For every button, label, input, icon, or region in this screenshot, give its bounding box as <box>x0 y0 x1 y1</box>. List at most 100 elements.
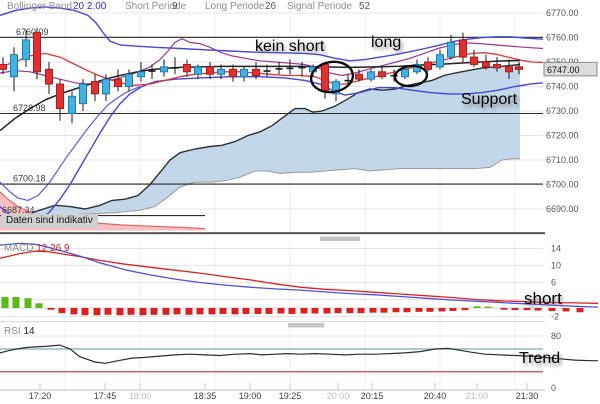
macd-bar-positive <box>12 296 20 308</box>
up-candle <box>436 54 444 68</box>
up-candle <box>367 71 375 80</box>
down-candle <box>470 56 478 65</box>
macd-bar-negative <box>58 308 66 314</box>
macd-params: 12 26 9 <box>36 243 70 254</box>
current-price-box <box>543 61 598 77</box>
macd-bar-negative <box>150 308 158 315</box>
annotation-kein-short: kein short <box>255 38 325 55</box>
time-label: 21:00 <box>466 391 489 401</box>
down-candle <box>515 66 523 70</box>
annotation-long: long <box>371 34 402 51</box>
indicator-settings-bar: Bollinger Band 20 2.00 Short Periode 9 L… <box>0 0 600 14</box>
macd-tick-label: 14 <box>551 244 561 254</box>
up-candle <box>240 68 248 78</box>
down-candle <box>45 68 53 85</box>
macd-bar-negative <box>534 308 542 311</box>
time-label: 20:15 <box>361 391 384 401</box>
bollinger-band-label: Bollinger Band <box>7 1 73 12</box>
macd-bar-negative <box>185 308 193 315</box>
down-candle <box>229 68 237 78</box>
annotation-short: short <box>524 289 562 308</box>
down-candle <box>459 39 467 58</box>
macd-bar-negative <box>93 308 101 316</box>
sr-line-label: 6760.09 <box>16 27 49 37</box>
macd-bar-negative <box>346 308 354 314</box>
macd-bar-negative <box>162 308 170 315</box>
up-candle <box>194 66 202 75</box>
macd-bar-negative <box>523 308 531 311</box>
macd-bar-negative <box>104 308 112 315</box>
macd-bar-negative <box>231 308 239 315</box>
macd-bar-negative <box>562 308 570 312</box>
macd-bar-negative <box>288 308 296 314</box>
price-tick-label: 6700.00 <box>546 180 579 190</box>
short-periode-value: 9 <box>172 1 178 12</box>
macd-tick-label: 6 <box>551 278 556 288</box>
sr-line-label: 6687.34 <box>2 205 35 215</box>
down-candle <box>33 32 41 73</box>
macd-bar-negative <box>500 308 508 310</box>
support-cloud <box>32 64 520 217</box>
down-candle <box>424 61 432 70</box>
macd-bar-negative <box>548 308 556 311</box>
macd-signal-line <box>0 242 599 308</box>
support-cloud-bottom-edge <box>31 158 520 217</box>
up-candle <box>217 68 225 75</box>
up-candle <box>79 83 87 105</box>
macd-bar-positive <box>35 303 43 308</box>
price-tick-label: 6730.00 <box>546 106 579 116</box>
macd-bar-negative <box>438 308 446 312</box>
macd-bar-negative <box>254 308 262 314</box>
long-periode-value: 26 <box>265 1 277 12</box>
macd-bar-negative <box>334 308 342 314</box>
macd-name: MACD <box>4 243 34 254</box>
down-candle <box>114 78 122 88</box>
up-candle <box>102 78 110 95</box>
hand-drawn-circle <box>309 60 355 94</box>
support-cloud-top-edge <box>31 63 521 214</box>
down-candle <box>378 71 386 78</box>
macd-bar-negative <box>392 308 400 313</box>
up-candle <box>68 95 76 114</box>
time-label: 19:00 <box>239 391 262 401</box>
macd-bar-negative <box>461 308 469 311</box>
annotation-support: Support <box>461 91 518 108</box>
price-tick-label: 6720.00 <box>546 131 579 141</box>
price-tick-label: 6690.00 <box>546 204 579 214</box>
price-tick-label: 6710.00 <box>546 155 579 165</box>
macd-bar-negative <box>415 308 423 312</box>
bollinger-band-values: 20 2.00 <box>73 1 107 12</box>
panel-resize-handle[interactable] <box>320 236 360 242</box>
short-periode-label: Short Periode <box>125 1 187 12</box>
up-candle <box>22 39 30 61</box>
macd-bar-negative <box>277 308 285 314</box>
current-price-label: 6747.00 <box>547 65 580 75</box>
time-label: 17:20 <box>29 391 52 401</box>
macd-panel-label: MACD 12 26 9 <box>4 243 70 254</box>
time-label: 21:30 <box>516 391 539 401</box>
up-candle <box>401 68 409 78</box>
macd-bar-negative <box>265 308 273 314</box>
long-periode-label: Long Periode <box>205 1 265 12</box>
macd-bar-negative <box>116 308 124 316</box>
time-label: 18:35 <box>194 391 217 401</box>
up-candle <box>447 41 455 58</box>
up-candle <box>10 54 18 78</box>
macd-bar-negative <box>47 308 55 310</box>
macd-bar-negative <box>449 308 457 311</box>
bollinger-lower-secondary <box>0 85 141 201</box>
macd-bar-positive <box>484 306 492 308</box>
price-tick-label: 6740.00 <box>546 82 579 92</box>
macd-bar-positive <box>473 306 481 308</box>
down-candle <box>482 61 490 68</box>
macd-bar-negative <box>323 308 331 314</box>
macd-bar-negative <box>139 308 147 316</box>
up-candle <box>160 66 168 73</box>
macd-bar-negative <box>357 308 365 314</box>
down-candle <box>493 63 501 69</box>
panel-resize-handle-2[interactable] <box>288 323 324 328</box>
macd-bar-negative <box>511 308 519 311</box>
down-candle <box>0 63 7 70</box>
macd-bar-negative <box>242 308 250 314</box>
